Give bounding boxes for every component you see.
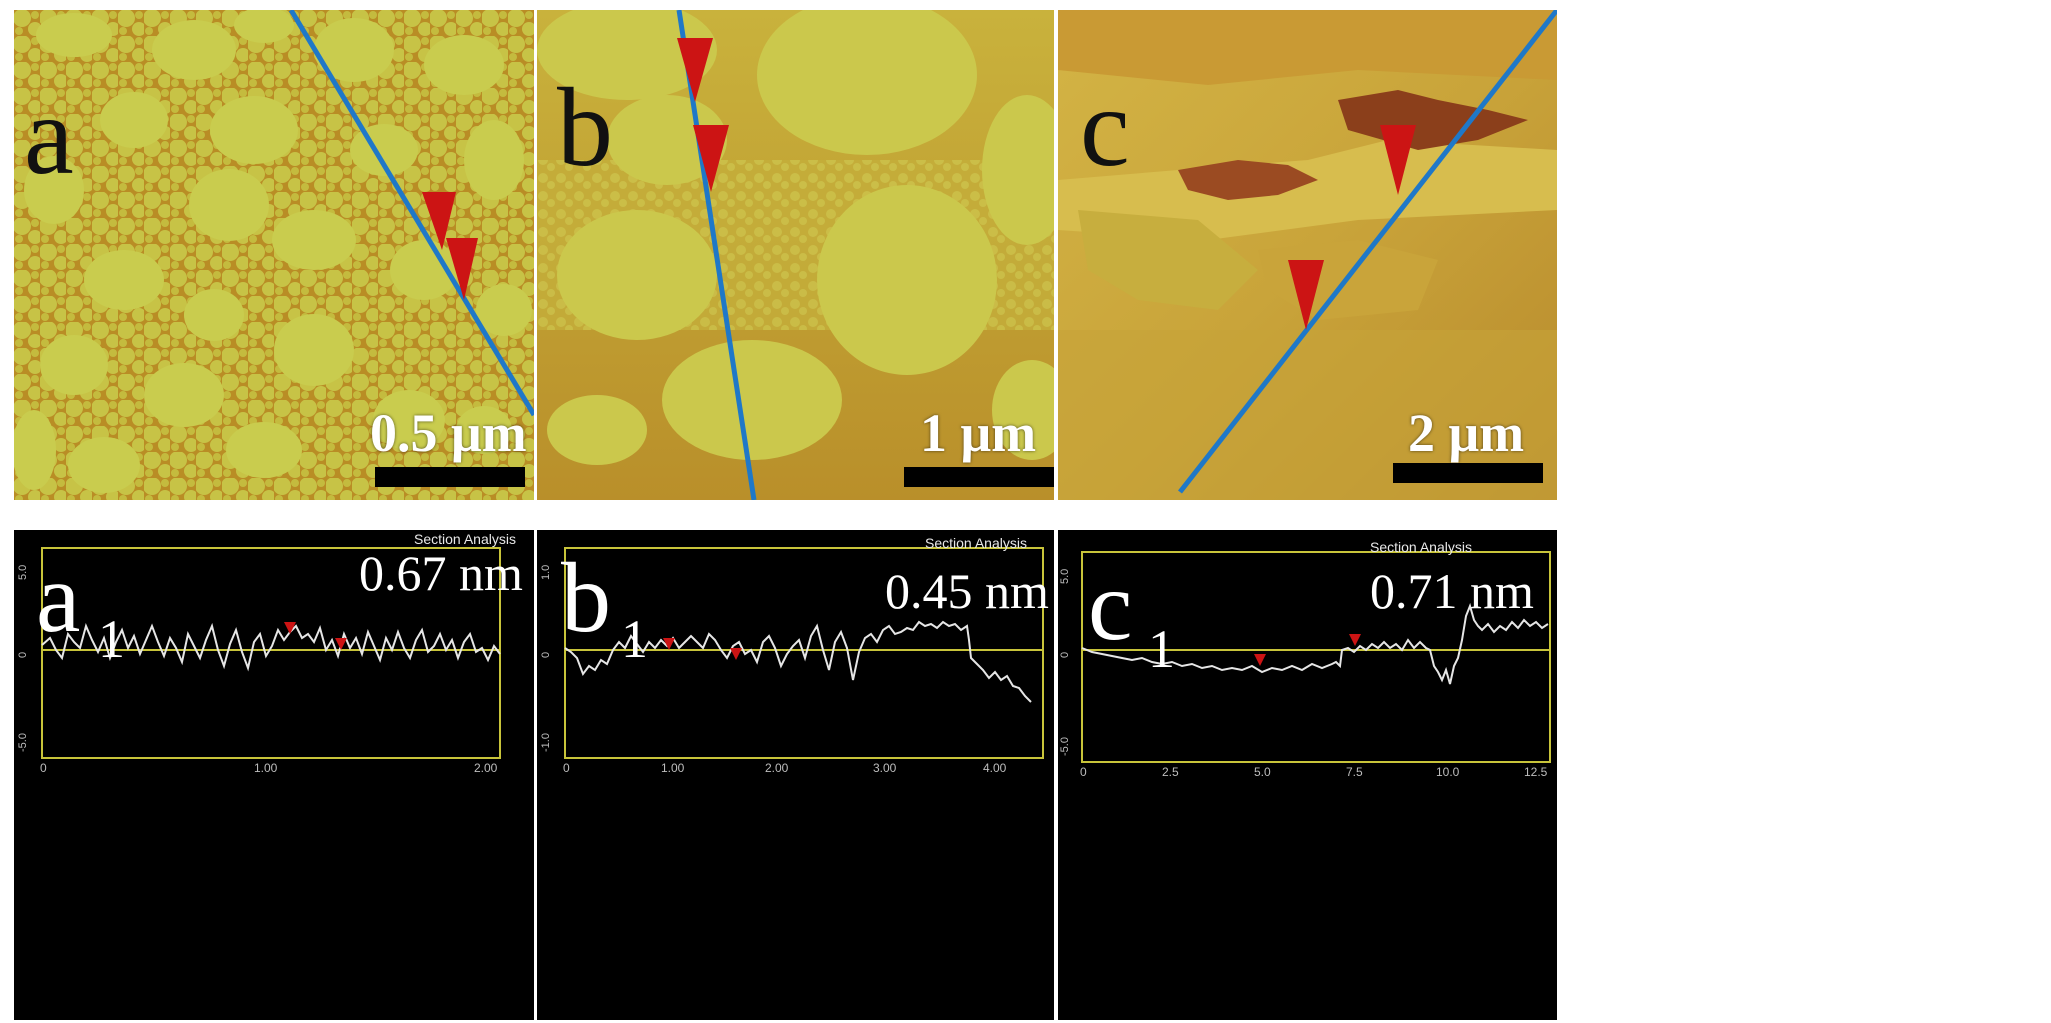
profile-header-c: Section Analysis xyxy=(1370,539,1472,555)
profile-header-a: Section Analysis xyxy=(414,531,516,547)
x-tick-b-0: 0 xyxy=(563,761,570,775)
profile-label-a-subscript: 1 xyxy=(98,609,125,669)
profile-label-c: c xyxy=(1088,550,1133,661)
panel-label-b: b xyxy=(557,66,613,190)
scale-bar-label-a: 0.5 μm xyxy=(370,403,527,463)
afm-image-c-graphic xyxy=(1058,10,1557,500)
y-tick-a-mid: 0 xyxy=(17,651,29,658)
profile-a1: a 1 0.67 nm Section Analysis 5.0 0 -5.0 … xyxy=(14,530,534,1020)
x-tick-a-2: 2.00 xyxy=(474,761,498,775)
panel-label-c: c xyxy=(1080,66,1130,190)
y-tick-c-bottom: -5.0 xyxy=(1059,737,1071,756)
x-tick-c-5: 12.5 xyxy=(1524,765,1548,779)
profile-label-b-subscript: 1 xyxy=(621,609,648,669)
profile-b1-graphic xyxy=(564,547,1044,759)
x-tick-c-1: 2.5 xyxy=(1162,765,1179,779)
y-tick-b-mid: 0 xyxy=(540,651,552,658)
x-tick-b-3: 3.00 xyxy=(873,761,897,775)
profile-c1: c 1 0.71 nm Section Analysis 5.0 0 -5.0 … xyxy=(1058,530,1557,1020)
x-tick-c-4: 10.0 xyxy=(1436,765,1460,779)
afm-image-a-graphic xyxy=(14,10,534,500)
x-tick-b-4: 4.00 xyxy=(983,761,1007,775)
afm-image-a: a 0.5 μm xyxy=(14,10,534,500)
profile-height-a: 0.67 nm xyxy=(359,545,523,601)
profile-label-c-subscript: 1 xyxy=(1148,619,1175,679)
profile-label-b: b xyxy=(561,542,611,653)
profile-b1: b 1 0.45 nm Section Analysis 1.0 0 -1.0 … xyxy=(537,530,1054,1020)
y-tick-a-top: 5.0 xyxy=(17,564,29,580)
x-tick-a-0: 0 xyxy=(40,761,47,775)
x-tick-a-1: 1.00 xyxy=(254,761,278,775)
scale-bar-label-b: 1 μm xyxy=(920,403,1037,463)
afm-image-b: b 1 μm xyxy=(537,10,1054,500)
panel-label-a: a xyxy=(24,74,74,198)
profile-height-c: 0.71 nm xyxy=(1370,563,1534,619)
y-tick-b-top: 1.0 xyxy=(540,564,552,580)
x-tick-c-0: 0 xyxy=(1080,765,1087,779)
profile-c1-graphic xyxy=(1081,551,1551,763)
profile-height-b: 0.45 nm xyxy=(885,563,1049,619)
profile-label-a: a xyxy=(36,542,81,653)
x-tick-c-3: 7.5 xyxy=(1346,765,1363,779)
profile-a1-graphic xyxy=(41,547,501,759)
scale-bar-c xyxy=(1393,463,1543,483)
afm-image-c: c 2 μm xyxy=(1058,10,1557,500)
scale-bar-a xyxy=(375,467,525,487)
y-tick-b-bottom: -1.0 xyxy=(540,733,552,752)
scale-bar-b xyxy=(904,467,1054,487)
y-tick-c-top: 5.0 xyxy=(1059,568,1071,584)
y-tick-c-mid: 0 xyxy=(1059,651,1071,658)
profile-header-b: Section Analysis xyxy=(925,535,1027,551)
afm-image-b-graphic xyxy=(537,10,1054,500)
x-tick-b-2: 2.00 xyxy=(765,761,789,775)
y-tick-a-bottom: -5.0 xyxy=(17,733,29,752)
x-tick-c-2: 5.0 xyxy=(1254,765,1271,779)
x-tick-b-1: 1.00 xyxy=(661,761,685,775)
scale-bar-label-c: 2 μm xyxy=(1408,403,1525,463)
